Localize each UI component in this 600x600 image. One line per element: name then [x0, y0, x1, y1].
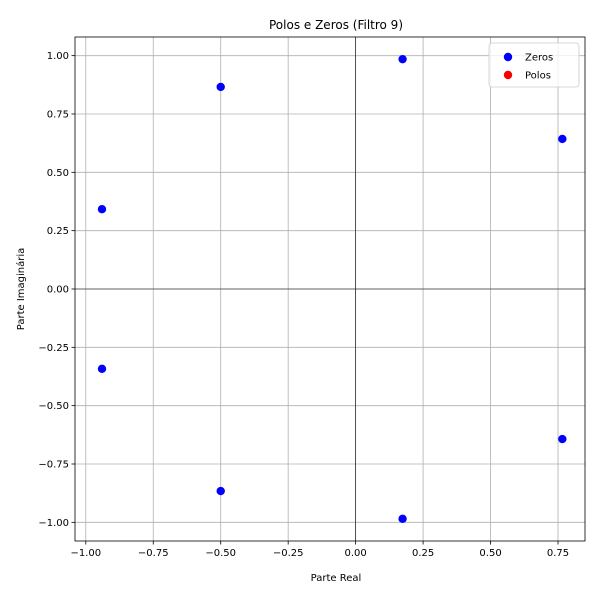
zeros-point [398, 514, 407, 524]
x-tick-label: 0.25 [412, 548, 434, 559]
zeros-point [97, 364, 107, 373]
zeros-point [97, 205, 107, 214]
x-tick-label: 0.75 [547, 548, 569, 559]
data-points [97, 54, 567, 524]
y-axis-label: Parte Imaginária [15, 248, 27, 331]
y-tick-label: −1.00 [38, 518, 69, 529]
y-tick-label: 0.75 [47, 110, 69, 121]
y-axis-ticks: −1.00 −0.75 −0.50 −0.25 0.00 0.25 0.50 0.75 1.00 [38, 51, 75, 529]
x-tick-label: 0.50 [479, 548, 501, 559]
x-tick-label: −0.50 [205, 548, 236, 559]
y-tick-label: 1.00 [47, 51, 69, 62]
zeros-point [558, 134, 567, 144]
y-tick-label: −0.50 [38, 401, 69, 412]
chart-title: Polos e Zeros (Filtro 9) [269, 18, 403, 32]
zeros-point [558, 434, 567, 444]
x-axis-ticks: −1.00 −0.75 −0.50 −0.25 0.00 0.25 0.50 0.75 [70, 541, 569, 559]
legend-marker [503, 70, 513, 80]
zeros-point [398, 54, 407, 64]
zeros-point [216, 486, 225, 496]
y-tick-label: −0.75 [38, 460, 69, 471]
y-tick-label: 0.50 [47, 168, 69, 179]
legend: Zeros Polos [488, 42, 580, 88]
zeros-point [216, 82, 225, 92]
y-tick-label: 0.00 [47, 285, 69, 296]
legend-marker [503, 52, 513, 62]
x-tick-label: −1.00 [70, 548, 101, 559]
x-axis-label: Parte Real [311, 573, 362, 584]
x-tick-label: −0.25 [273, 548, 304, 559]
y-tick-label: 0.25 [47, 226, 69, 237]
y-tick-label: −0.25 [38, 343, 69, 354]
x-tick-label: 0.00 [345, 548, 367, 559]
x-tick-label: −0.75 [138, 548, 169, 559]
legend-label: Zeros [525, 53, 553, 64]
reference-lines [75, 37, 585, 541]
legend-label: Polos [525, 71, 551, 82]
